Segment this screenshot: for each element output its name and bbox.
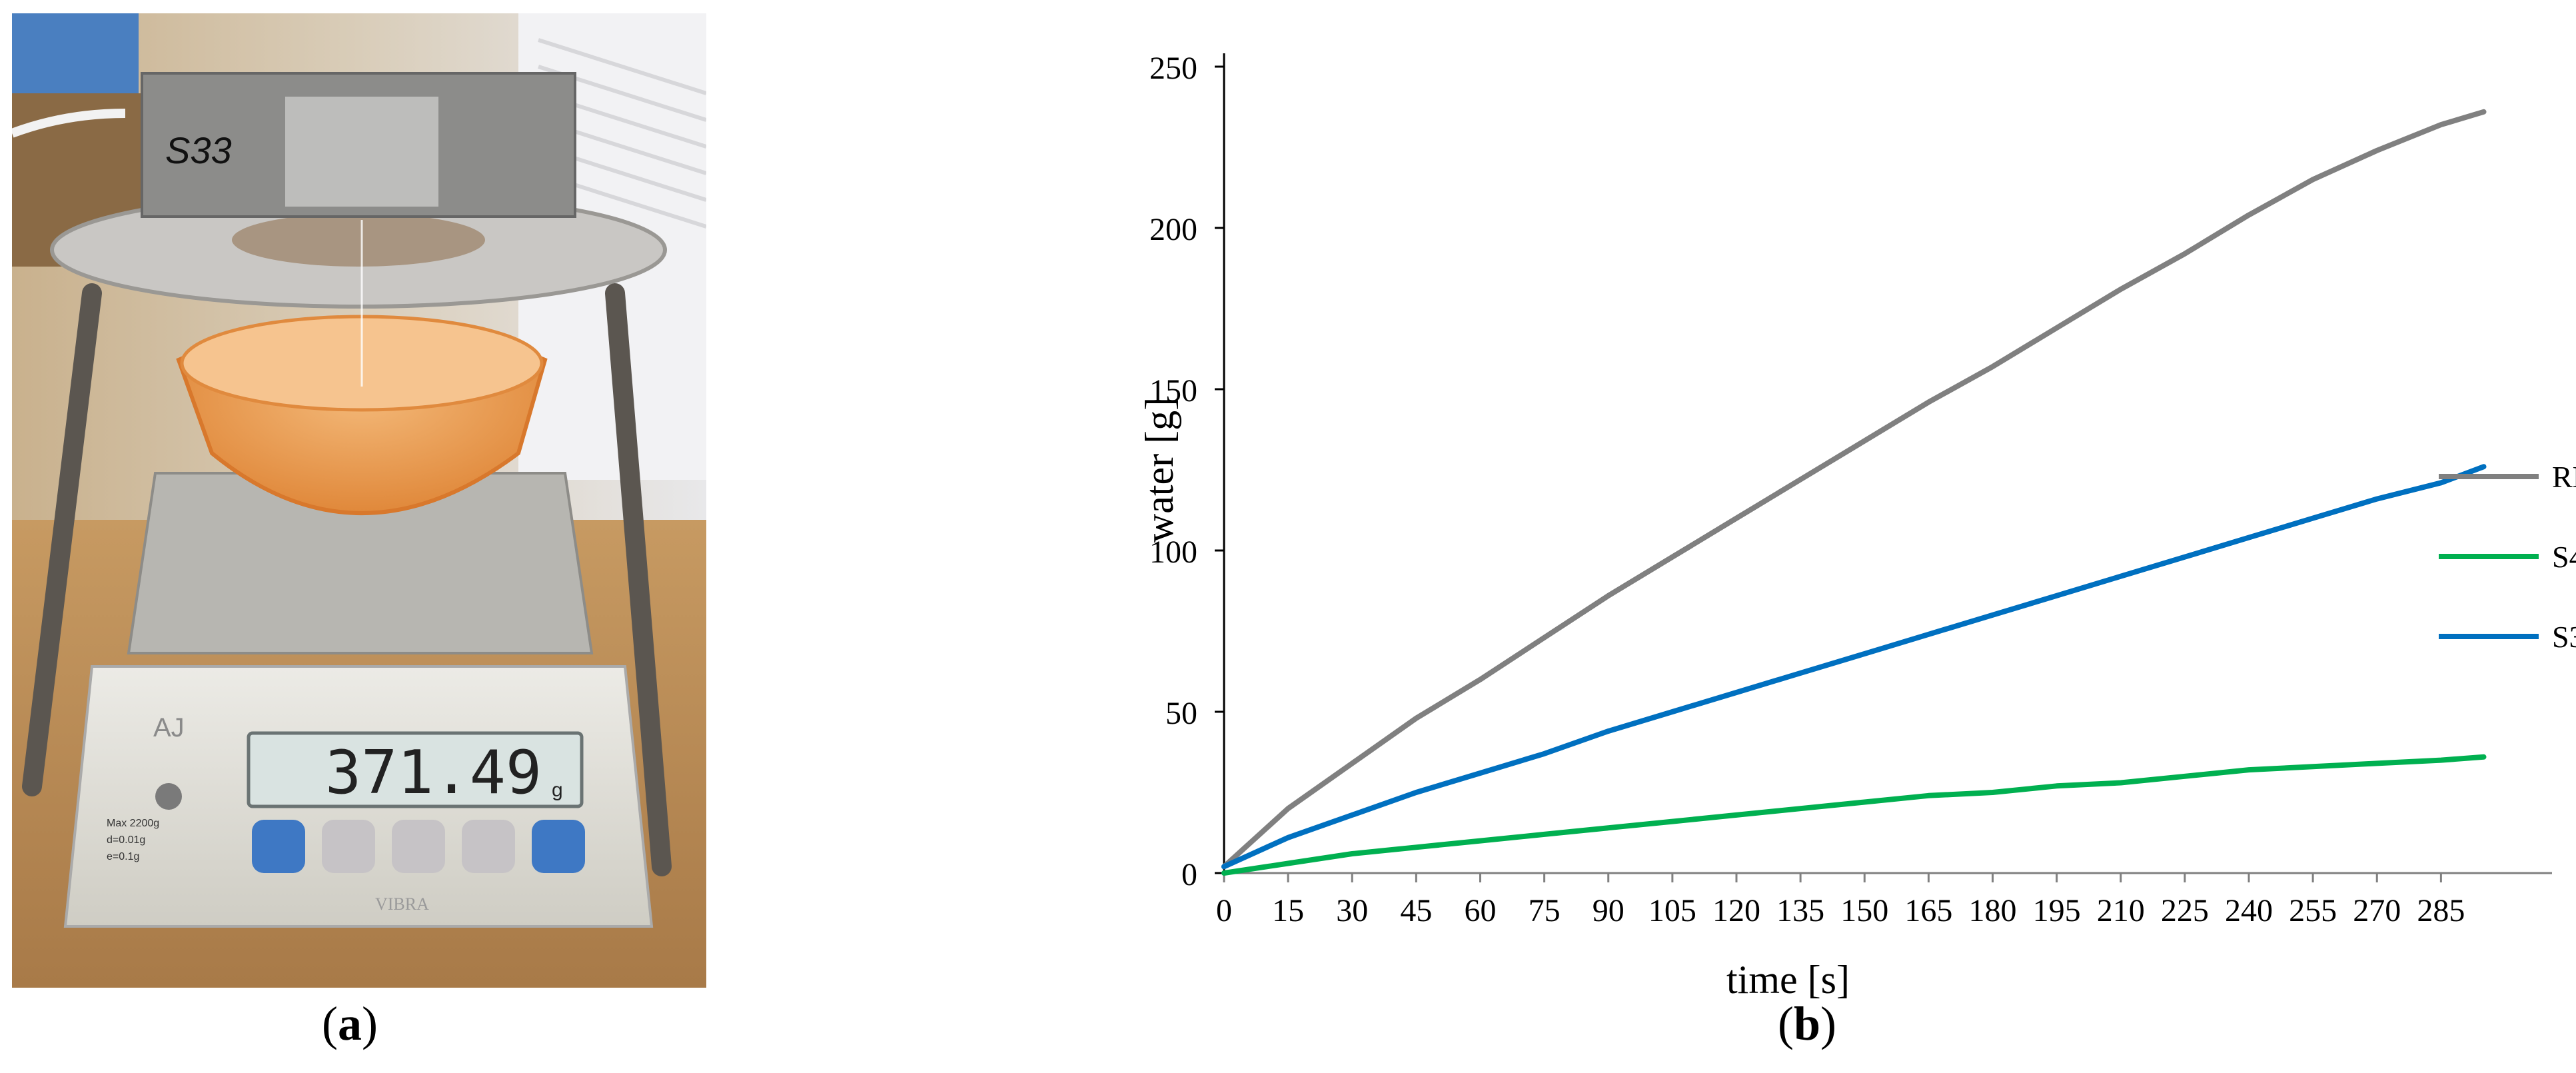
x-tick-label: 255 [2289, 893, 2337, 928]
y-tick-label: 200 [1149, 212, 1197, 247]
y-tick-labels: 0 50 100 150 200 250 [1149, 51, 1197, 892]
x-tick-label: 90 [1593, 893, 1624, 928]
scale-plate-text: Max 2200g d=0.01g e=0.1g [107, 818, 159, 862]
y-tick-label: 0 [1181, 857, 1197, 892]
x-tick-label: 60 [1465, 893, 1497, 928]
scale-button-4 [462, 820, 515, 873]
x-tick-label: 120 [1712, 893, 1760, 928]
scale-display [247, 731, 584, 808]
scale-display-value: 371.49 [325, 738, 542, 808]
chart-axes [1215, 53, 2552, 882]
sample-marking: S33 [165, 129, 232, 171]
y-axis-label: water [g] [1137, 397, 1181, 542]
panel-label-a: (a) [322, 997, 378, 1050]
x-tick-label: 180 [1969, 893, 2017, 928]
x-tick-label: 135 [1776, 893, 1824, 928]
scale-model: AJ [153, 713, 185, 742]
scale-level-indicator [155, 783, 182, 810]
x-tick-label: 15 [1272, 893, 1304, 928]
x-tick-label: 240 [2225, 893, 2273, 928]
series-lines [1221, 109, 2487, 876]
y-tick-label: 50 [1165, 696, 1197, 731]
x-tick-label: 285 [2417, 893, 2465, 928]
panel-label-b: (b) [1778, 997, 1837, 1050]
svg-text:e=0.1g: e=0.1g [107, 851, 139, 862]
scale-brand: VIBRA [375, 894, 429, 914]
series-line-s4 [1221, 754, 2487, 876]
scale-button-1 [252, 820, 305, 873]
scale-button-3 [392, 820, 445, 873]
x-tick-label: 30 [1336, 893, 1368, 928]
water-absorption-chart: 0 50 100 150 200 250 0 15 30 45 60 75 90 105 120 135 15… [1137, 51, 2576, 1002]
x-tick-label: 105 [1648, 893, 1696, 928]
x-tick-label: 270 [2353, 893, 2401, 928]
x-tick-label: 75 [1529, 893, 1561, 928]
svg-text:Max 2200g: Max 2200g [107, 818, 159, 829]
series-line-ref [1221, 109, 2487, 870]
x-tick-label: 210 [2097, 893, 2145, 928]
x-tick-label: 0 [1216, 893, 1232, 928]
scale-display-unit: g [552, 779, 563, 801]
svg-text:d=0.01g: d=0.01g [107, 834, 145, 846]
y-tick-label: 250 [1149, 51, 1197, 86]
x-axis-label: time [s] [1726, 958, 1850, 1002]
legend-label-s4: S4 [2552, 540, 2576, 574]
x-tick-label: 165 [1904, 893, 1952, 928]
legend-label-s3: S3 [2552, 620, 2576, 654]
x-tick-labels: 0 15 30 45 60 75 90 105 120 135 150 165 180 195 210 225… [1216, 893, 2465, 928]
y-tick-label: 100 [1149, 535, 1197, 570]
chart-legend: REF S4 S3 [2439, 460, 2576, 654]
x-tick-label: 195 [2033, 893, 2081, 928]
scale-button-5 [532, 820, 585, 873]
scale-button-2 [322, 820, 375, 873]
x-tick-label: 225 [2161, 893, 2209, 928]
x-tick-label: 150 [1840, 893, 1888, 928]
tripod-legs [22, 283, 672, 876]
x-tick-label: 45 [1400, 893, 1432, 928]
series-line-s3 [1221, 464, 2487, 870]
y-tick-label: 150 [1149, 373, 1197, 409]
legend-label-ref: REF [2552, 460, 2576, 494]
panel-a-photo: S33 371.49 g AJ Max 2200g d=0.01g e=0.1g… [12, 13, 706, 988]
